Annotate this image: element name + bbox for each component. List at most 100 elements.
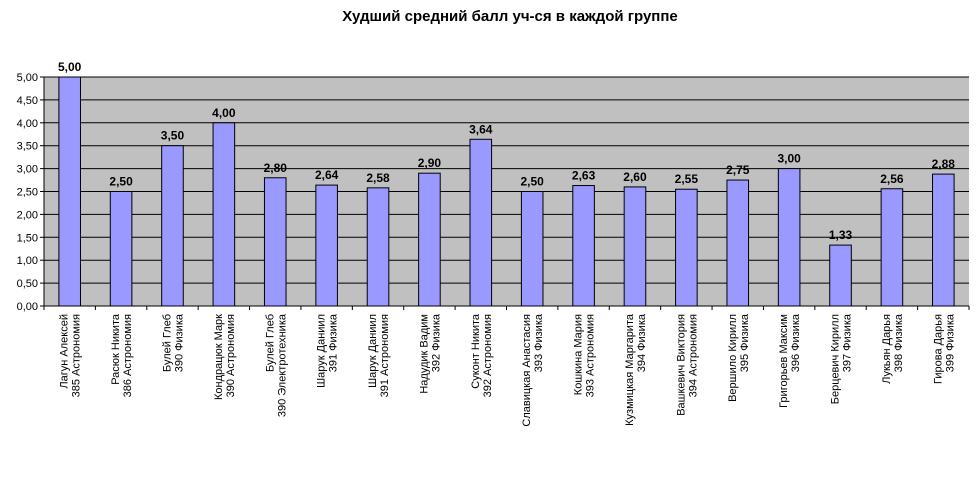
x-category-label-line: 398 Физика xyxy=(893,313,905,372)
x-category-label-line: 392 Физика xyxy=(430,313,442,372)
x-category-label: Григорьев Максим 396 Физика xyxy=(778,313,802,408)
y-tick-label: 2,50 xyxy=(17,187,38,199)
bar xyxy=(520,191,544,307)
bar xyxy=(623,186,647,307)
bar xyxy=(932,173,955,307)
x-category-label-line: 390 Физика xyxy=(173,313,185,372)
x-category-label: Булей Глеб 390 Электротехника xyxy=(264,313,288,417)
x-category-label: Кошкина Мария 393 Астрономия xyxy=(573,314,597,397)
x-category-label-line: Кондрацюк Марк xyxy=(213,314,225,400)
x-category-label-line: Шарук Даниил xyxy=(316,314,328,388)
bar xyxy=(418,172,441,307)
data-label: 2,63 xyxy=(572,169,596,183)
x-category-label: Суконт Никита 392 Астрономия xyxy=(470,313,494,397)
x-category-label: Лагун Алексей 385 Астрономия xyxy=(59,314,83,397)
x-category-label-line: Кузмицкая Маргарита xyxy=(624,313,636,426)
x-category-label-line: 391 Астрономия xyxy=(379,314,391,397)
bar xyxy=(675,188,698,307)
x-category-label: Лукьян Дарья 398 Физика xyxy=(881,313,905,384)
data-label: 3,50 xyxy=(161,129,185,143)
data-label: 1,33 xyxy=(829,228,853,242)
bar xyxy=(58,76,81,307)
data-label: 2,88 xyxy=(932,157,956,171)
data-label: 4,00 xyxy=(212,106,236,120)
bar xyxy=(212,122,236,307)
bar xyxy=(161,145,184,307)
y-tick-label: 1,50 xyxy=(17,232,38,244)
x-category-label: Кондрацюк Марк 390 Астрономия xyxy=(213,314,237,400)
x-category-label-line: Григорьев Максим xyxy=(778,314,790,408)
data-label: 5,00 xyxy=(58,60,82,74)
y-tick-label: 3,50 xyxy=(17,141,38,153)
x-category-label: Расюк Никита 386 Астрономия xyxy=(110,313,134,397)
x-category-label-line: Булей Глеб xyxy=(161,314,173,372)
data-label: 2,55 xyxy=(675,172,699,186)
x-category-label-line: 393 Астрономия xyxy=(585,314,597,397)
x-category-label: Славицкая Анастасия 393 Физика xyxy=(521,313,545,427)
data-label: 2,90 xyxy=(418,156,442,170)
bar xyxy=(829,244,852,307)
chart-title: Худший средний балл уч-ся в каждой групп… xyxy=(342,8,678,25)
y-tick-label: 5,00 xyxy=(17,72,38,84)
data-label: 2,50 xyxy=(521,175,545,189)
x-category-label-line: 394 Астрономия xyxy=(687,314,699,397)
x-category-label-line: Кошкина Мария xyxy=(573,314,585,395)
x-category-label-line: Вашкевич Виктория xyxy=(675,314,687,416)
x-category-label: Берцевич Кирилл 397 Физика xyxy=(830,313,854,404)
x-category-label: Надудик Вадим 392 Физика xyxy=(418,313,442,394)
x-category-label-line: Гирова Дарья xyxy=(932,314,944,384)
y-tick-label: 4,50 xyxy=(17,95,38,107)
bar xyxy=(880,188,904,307)
data-label: 2,64 xyxy=(315,168,339,182)
bar xyxy=(726,179,750,307)
y-tick-label: 2,00 xyxy=(17,209,38,221)
x-category-label-line: Расюк Никита xyxy=(110,313,122,385)
data-label: 2,75 xyxy=(726,163,750,177)
x-category-label-line: Берцевич Кирилл xyxy=(830,314,842,404)
data-label: 2,60 xyxy=(623,170,647,184)
x-category-label-line: 385 Астрономия xyxy=(71,314,83,397)
axes: 0,00 0,50 1,00 1,50 2,00 2,50 3,00 3,50 4,00 4,50… xyxy=(17,72,970,427)
x-category-label-line: 386 Астрономия xyxy=(122,314,134,397)
bar xyxy=(109,191,133,307)
x-category-label-line: 390 Астрономия xyxy=(225,314,237,397)
bar xyxy=(263,177,287,307)
data-label: 2,58 xyxy=(366,171,390,185)
bar xyxy=(572,185,595,307)
gridlines xyxy=(44,76,969,307)
x-category-label-line: Булей Глеб xyxy=(264,314,276,372)
x-category-label: Булей Глеб 390 Физика xyxy=(161,313,185,372)
x-category-label: Шарук Даниил 391 Физика xyxy=(316,313,340,388)
x-category-label-line: Вершило Кирилл xyxy=(727,314,739,402)
x-category-label-line: Славицкая Анастасия xyxy=(521,314,533,427)
x-category-label-line: 396 Физика xyxy=(790,313,802,372)
y-tick-label: 0,50 xyxy=(17,278,38,290)
x-category-label-line: 392 Астрономия xyxy=(482,314,494,397)
data-label: 2,80 xyxy=(264,161,288,175)
x-category-label-line: Надудик Вадим xyxy=(418,314,430,394)
data-label: 2,56 xyxy=(880,172,904,186)
y-tick-label: 1,00 xyxy=(17,255,38,267)
y-tick-label: 4,00 xyxy=(17,118,38,130)
bar xyxy=(777,168,801,307)
bar xyxy=(469,138,493,307)
x-category-label-line: 397 Физика xyxy=(842,313,854,372)
data-label: 3,00 xyxy=(777,152,801,166)
x-category-label-line: 390 Электротехника xyxy=(276,313,288,417)
bar xyxy=(315,184,338,307)
x-category-label: Кузмицкая Маргарита 394 Физика xyxy=(624,313,648,426)
bar xyxy=(366,187,390,307)
x-category-label-line: 393 Физика xyxy=(533,313,545,372)
y-tick-label: 3,00 xyxy=(17,164,38,176)
x-category-label: Гирова Дарья 399 Физика xyxy=(932,313,956,384)
y-tick-label: 0,00 xyxy=(17,301,38,313)
x-category-label-line: 399 Физика xyxy=(944,313,956,372)
x-category-label-line: Суконт Никита xyxy=(470,313,482,389)
x-category-label: Вашкевич Виктория 394 Астрономия xyxy=(675,314,699,416)
x-category-label: Шарук Даниил 391 Астрономия xyxy=(367,314,391,397)
x-category-label: Вершило Кирилл 395 Физика xyxy=(727,313,751,402)
data-labels: 5,00 2,50 3,50 4,00 2,80 2,64 2,58 2,90 3,64 2,50… xyxy=(58,60,955,242)
x-category-label-line: 394 Физика xyxy=(636,313,648,372)
x-category-label-line: 395 Физика xyxy=(739,313,751,372)
